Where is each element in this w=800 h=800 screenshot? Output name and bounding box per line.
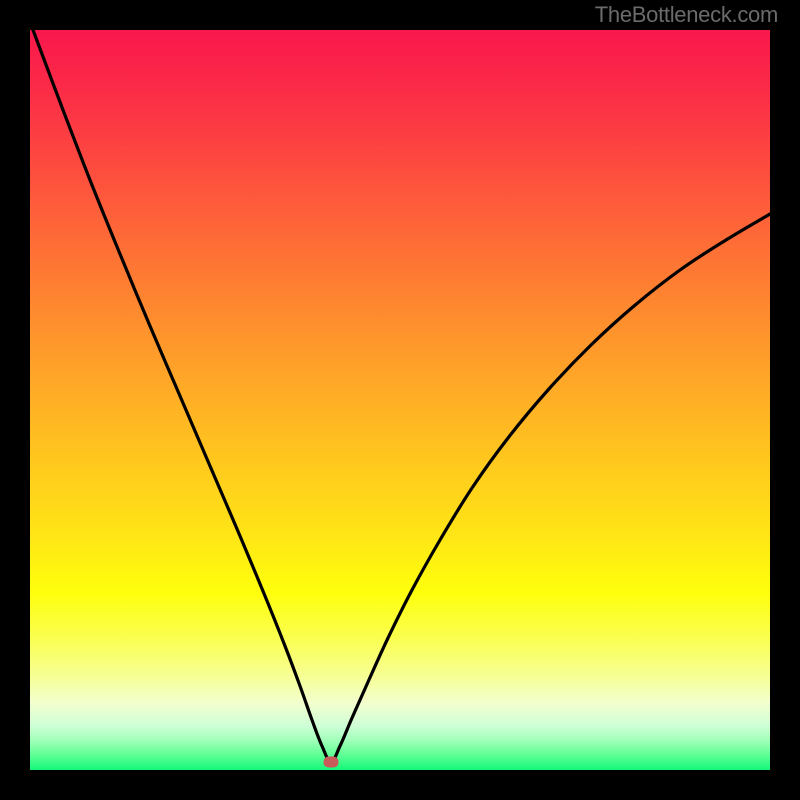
plot-area — [30, 30, 770, 770]
minimum-marker — [324, 757, 339, 768]
watermark-text: TheBottleneck.com — [595, 2, 778, 28]
bottleneck-curve — [30, 30, 770, 770]
